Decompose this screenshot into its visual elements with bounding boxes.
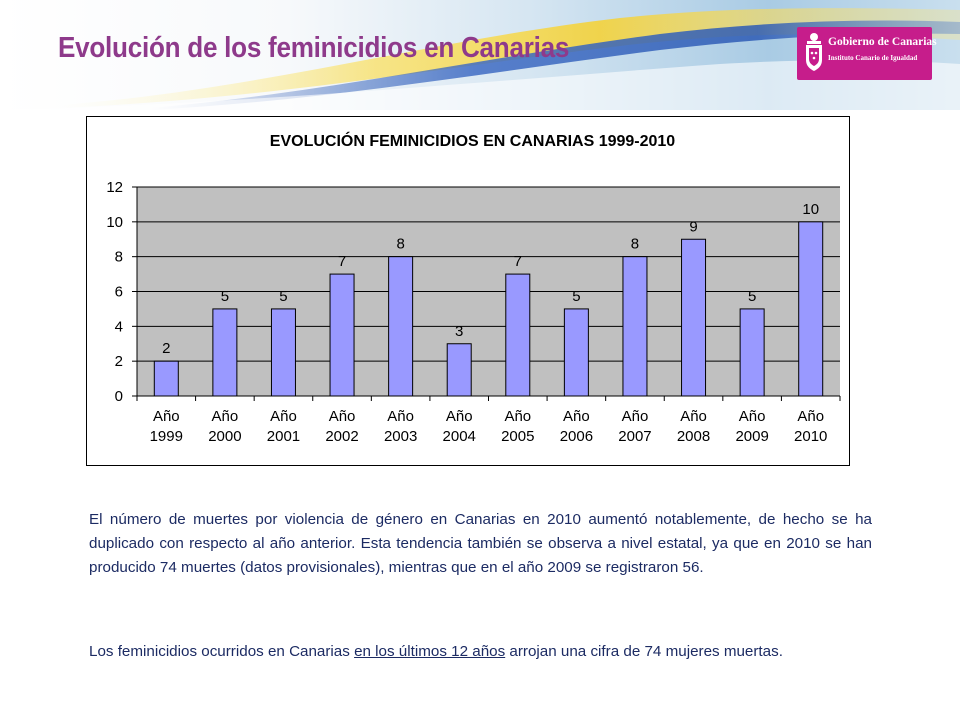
bar-a-o-2005	[505, 273, 531, 397]
x-tick-label-a-o-2007: Año 2007	[618, 408, 651, 445]
x-tick-label-a-o-2003: Año 2003	[384, 408, 417, 445]
gobierno-de-canarias-logo: Gobierno de Canarias Instituto Canario d…	[797, 27, 937, 80]
x-tick-label-a-o-1999: Año 1999	[150, 408, 183, 445]
coat-of-arms-icon	[806, 33, 822, 71]
bar-chart-frame: EVOLUCIÓN FEMINICIDIOS EN CANARIAS 1999-…	[86, 116, 850, 466]
logo-title-text: Gobierno de Canarias	[828, 36, 937, 48]
x-tick-label-a-o-2000: Año 2000	[208, 408, 241, 445]
bar-a-o-2008	[681, 238, 707, 397]
paragraph-total-12-years: Los feminicidios ocurridos en Canarias e…	[89, 640, 872, 664]
y-tick-label-6: 6	[115, 284, 123, 301]
bar-chart: EVOLUCIÓN FEMINICIDIOS EN CANARIAS 1999-…	[106, 131, 841, 445]
slide-title: Evolución de los feminicidios en Canaria…	[58, 32, 570, 64]
y-tick-label-8: 8	[115, 249, 123, 266]
bar-a-o-2003	[388, 256, 414, 397]
x-tick-label-a-o-2002: Año 2002	[325, 408, 358, 445]
x-tick-label-a-o-2008: Año 2008	[677, 408, 710, 445]
x-tick-label-a-o-2006: Año 2006	[560, 408, 593, 445]
underlined-phrase: en los últimos 12 años	[354, 643, 506, 660]
bar-a-o-2010	[798, 221, 824, 397]
data-label-a-o-2010: 10	[802, 201, 819, 218]
logo-subtitle-text: Instituto Canario de Igualdad	[828, 54, 918, 62]
data-label-a-o-2008: 9	[689, 218, 697, 235]
data-label-a-o-2001: 5	[279, 288, 287, 305]
data-label-a-o-2007: 8	[631, 236, 639, 253]
paragraph-2-end: arrojan una cifra de 74 mujeres muertas.	[505, 643, 783, 660]
data-label-a-o-2003: 8	[396, 236, 404, 253]
paragraph-2-start: Los feminicidios ocurridos en Canarias	[89, 643, 355, 660]
data-label-a-o-1999: 2	[162, 340, 170, 357]
y-tick-label-10: 10	[106, 214, 123, 231]
bar-a-o-2006	[563, 308, 589, 397]
bar-a-o-2004	[446, 343, 472, 397]
chart-title: EVOLUCIÓN FEMINICIDIOS EN CANARIAS 1999-…	[270, 131, 676, 150]
bar-a-o-2000	[212, 308, 238, 397]
y-tick-label-4: 4	[115, 318, 123, 335]
y-tick-label-12: 12	[106, 179, 123, 196]
x-tick-label-a-o-2010: Año 2010	[794, 408, 827, 445]
data-label-a-o-2006: 5	[572, 288, 580, 305]
x-tick-label-a-o-2004: Año 2004	[443, 408, 476, 445]
bar-a-o-2007	[622, 256, 648, 397]
x-tick-label-a-o-2009: Año 2009	[735, 408, 768, 445]
bar-a-o-2009	[739, 308, 765, 397]
bar-a-o-2001	[270, 308, 296, 397]
data-label-a-o-2005: 7	[514, 253, 522, 270]
x-tick-label-a-o-2001: Año 2001	[267, 408, 300, 445]
y-tick-label-2: 2	[115, 353, 123, 370]
data-label-a-o-2004: 3	[455, 323, 463, 340]
data-label-a-o-2002: 7	[338, 253, 346, 270]
bar-a-o-1999	[153, 360, 179, 397]
data-label-a-o-2000: 5	[221, 288, 229, 305]
x-tick-label-a-o-2005: Año 2005	[501, 408, 534, 445]
bar-a-o-2002	[329, 273, 355, 397]
data-label-a-o-2009: 5	[748, 288, 756, 305]
y-tick-label-0: 0	[115, 388, 123, 405]
paragraph-increase-2010: El número de muertes por violencia de gé…	[89, 511, 872, 576]
